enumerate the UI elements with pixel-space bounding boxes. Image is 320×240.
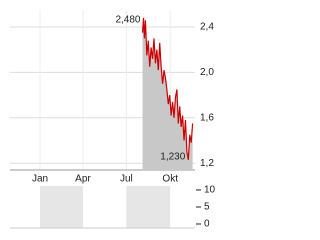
y-tick-label: 2,0 [200, 67, 214, 78]
y-tick-label: 5 [204, 202, 210, 213]
x-tick-label: Jan [32, 174, 48, 185]
volume-band [40, 186, 83, 228]
y-tick-label: 1,2 [200, 158, 214, 169]
x-tick-label: Jul [120, 174, 133, 185]
x-tick-label: Okt [162, 174, 178, 185]
y-tick-label: 1,6 [200, 112, 214, 123]
y-tick-label: 0 [204, 219, 210, 230]
volume-band [126, 186, 171, 228]
y-tick-label: 2,4 [200, 22, 214, 33]
page: {"chart_data": [ {"type": "line", "x": [… [10, 10, 216, 230]
chart: 1,2 1,6 2,0 2,4 Jan Apr Jul Okt 2,480 1,230 0 5 10 [10, 10, 216, 230]
x-tick-label: Apr [75, 174, 91, 185]
low-label: 1,230 [160, 151, 185, 162]
price-area [142, 17, 193, 170]
high-label: 2,480 [115, 15, 140, 26]
price-line [141, 17, 194, 160]
y-tick-label: 10 [204, 185, 216, 196]
